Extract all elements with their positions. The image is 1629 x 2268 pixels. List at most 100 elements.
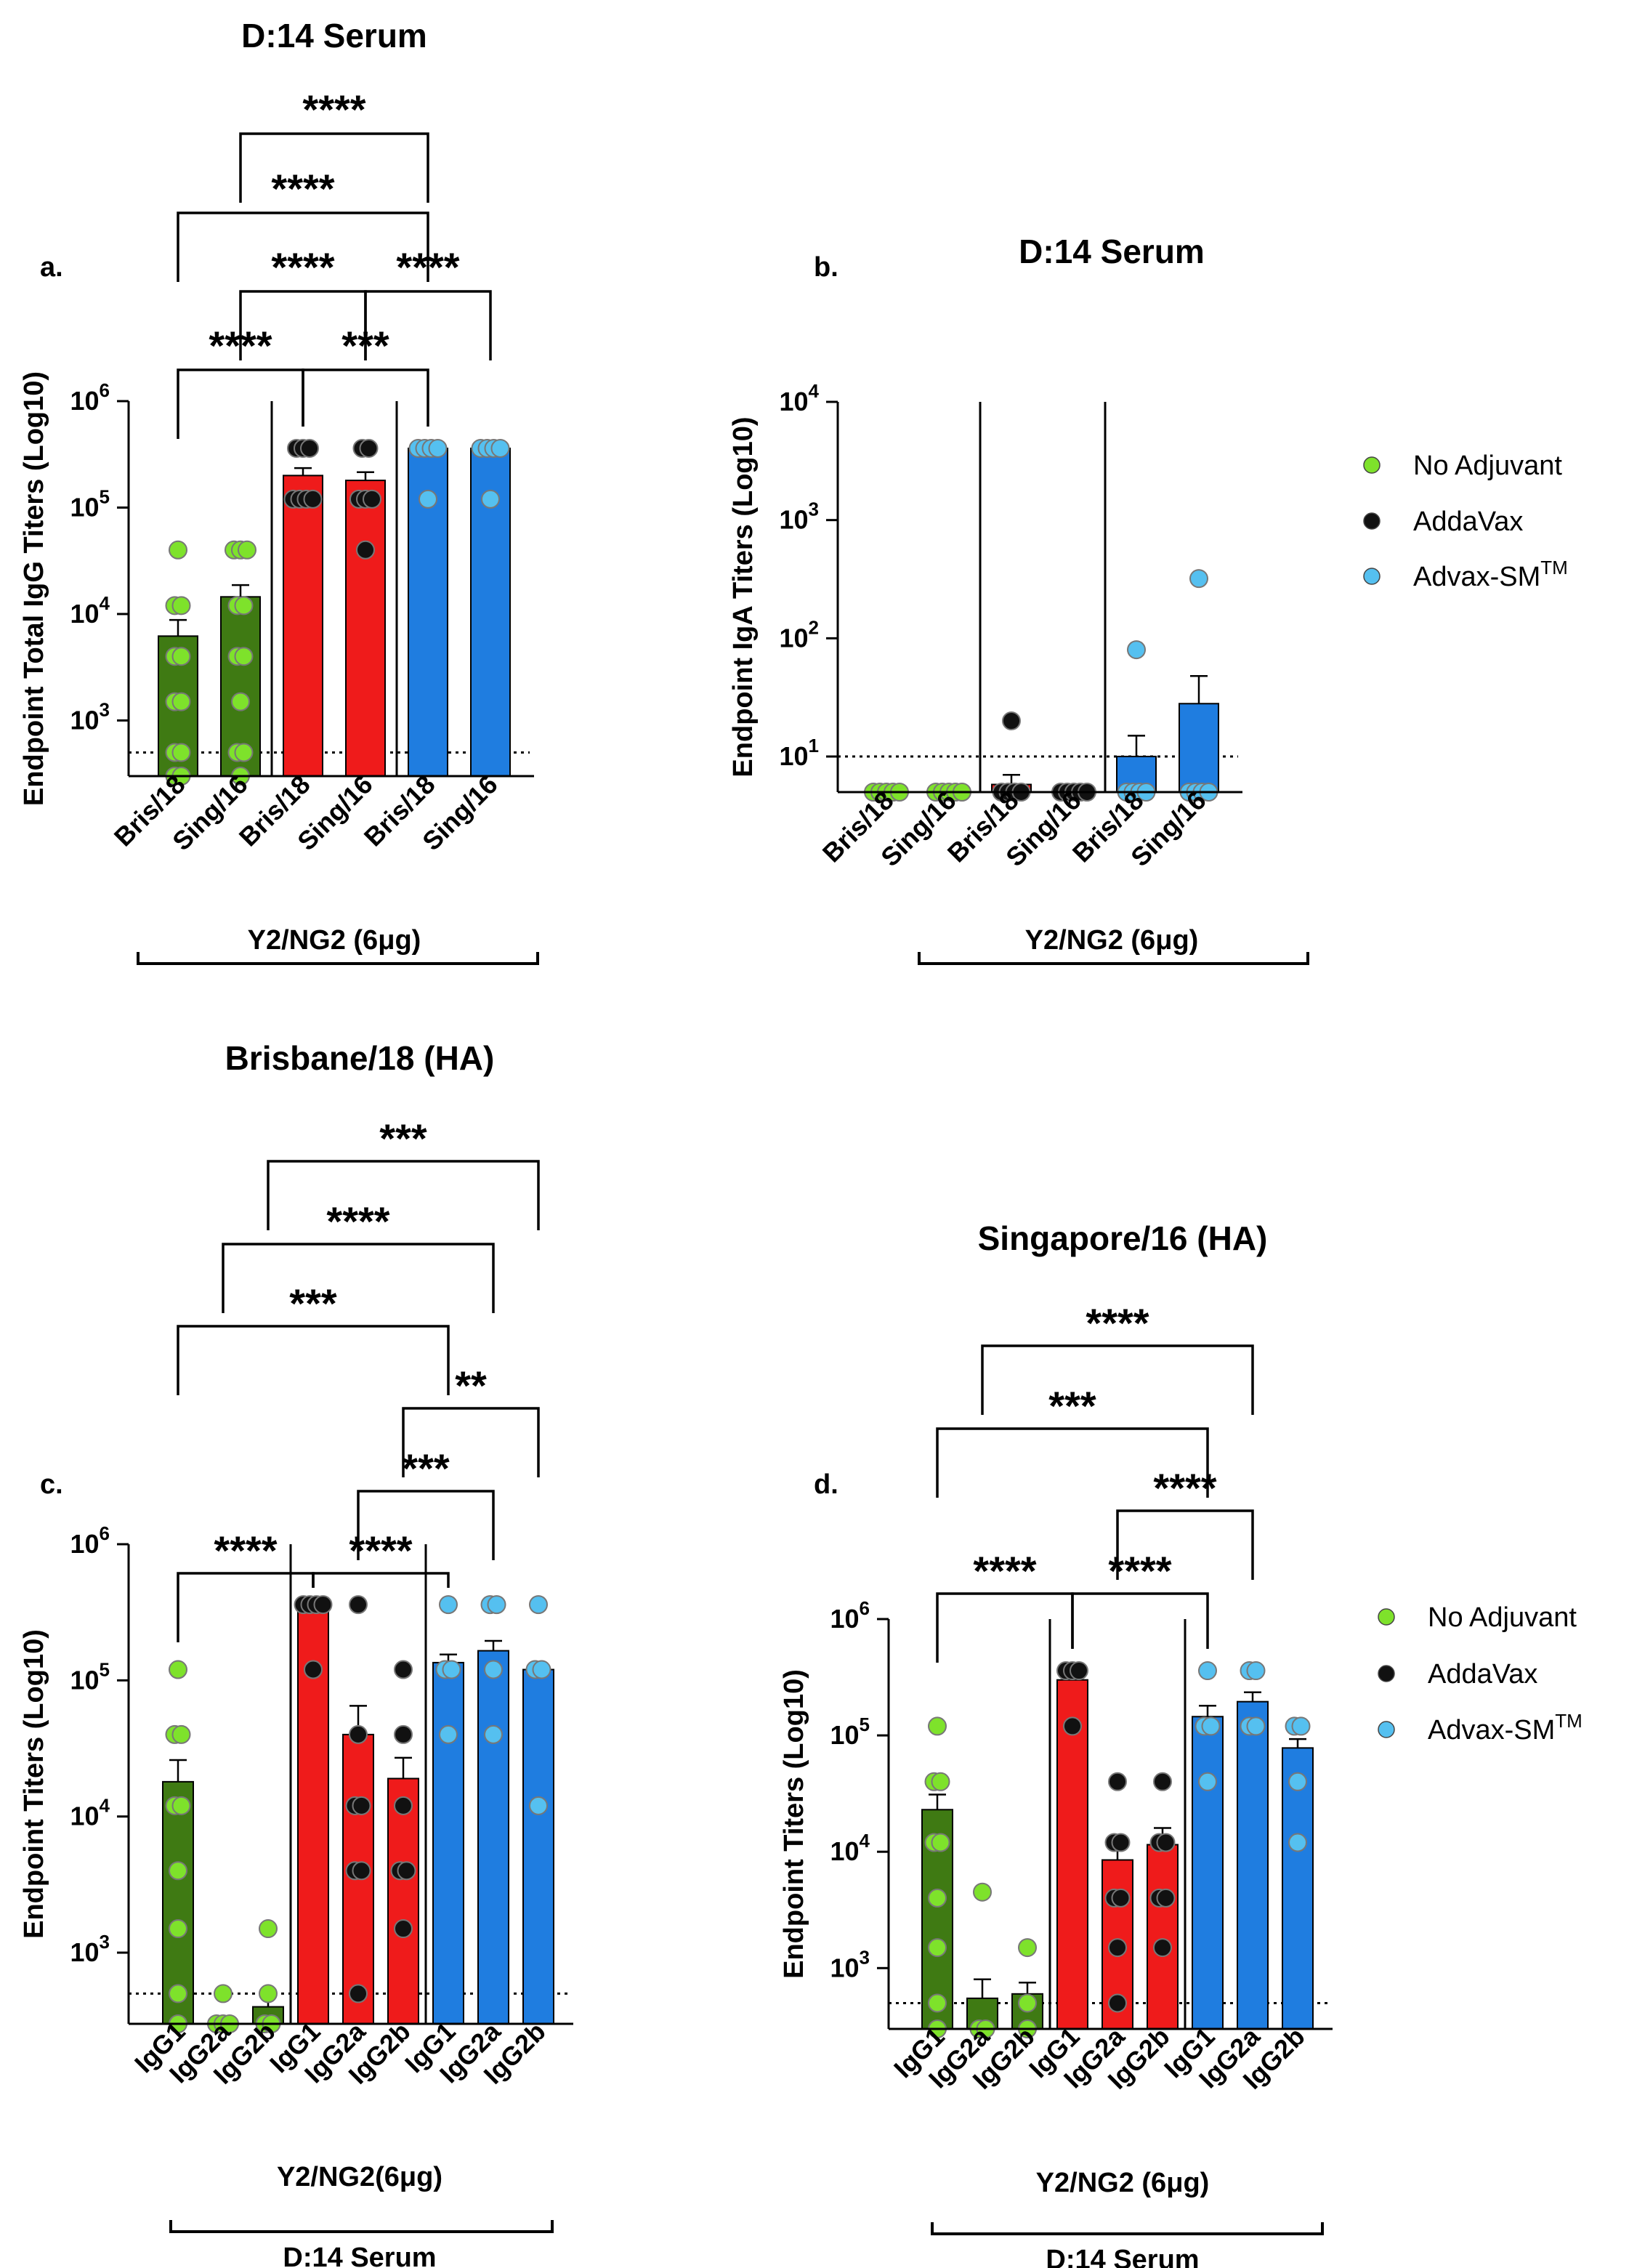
data-point [928, 1993, 947, 2013]
bar [477, 1650, 509, 2025]
data-point [1070, 1661, 1088, 1681]
y-tick-base: 10 [70, 1801, 99, 1831]
data-point [171, 1796, 191, 1815]
data-point [1108, 1938, 1127, 1958]
y-axis-label: Endpoint Titers (Log10) [779, 1669, 809, 1979]
data-point [394, 1660, 413, 1679]
group-label-secondary: D:14 Serum [1046, 2245, 1199, 2268]
y-tick-exponent: 3 [100, 1931, 110, 1953]
legend-label-addavax: AddaVax [1428, 1659, 1537, 1690]
y-tick-label: 104 [830, 1830, 870, 1866]
y-tick-exponent: 4 [809, 380, 820, 402]
data-point [1246, 1661, 1266, 1681]
bar [1282, 1747, 1314, 2030]
significance-label: ** [455, 1363, 487, 1408]
y-tick-exponent: 3 [860, 1946, 870, 1968]
legend-bottom: No Adjuvant AddaVax Advax-SMTM [1378, 1602, 1582, 1746]
bar-group [294, 1595, 333, 2025]
y-tick-label: 106 [830, 1597, 870, 1634]
significance-bracket [177, 1325, 450, 1395]
y-tick-exponent: 4 [860, 1830, 870, 1852]
y-tick-base: 10 [779, 741, 808, 771]
y-tick-label: 101 [779, 735, 819, 771]
significance-bracket [981, 1344, 1254, 1415]
bar [432, 1661, 464, 2025]
data-point [349, 1984, 368, 2003]
data-point [171, 647, 191, 666]
significance-bracket [302, 368, 429, 427]
data-point [1153, 1938, 1172, 1958]
y-axis-label: Endpoint Total IgG Titers (Log10) [19, 371, 49, 806]
bar [1192, 1716, 1224, 2030]
data-point [931, 1772, 950, 1791]
y-tick-base: 10 [70, 1937, 99, 1967]
significance-label: **** [1108, 1548, 1171, 1594]
bar-group [470, 438, 511, 778]
significance-bracket [177, 211, 429, 282]
data-point [1111, 1833, 1131, 1852]
data-point [532, 1660, 551, 1679]
legend-marker-advax [1363, 568, 1381, 585]
panel-4: Singapore/16 (HA) d. Endpoint Titers (Log1… [779, 1219, 1333, 2268]
panel-label: d. [814, 1469, 838, 1500]
group-bracket [137, 952, 539, 965]
legend-label-advax: Advax-SMTM [1413, 557, 1568, 592]
data-point [234, 743, 254, 762]
data-point [928, 1888, 947, 1908]
data-point [490, 438, 510, 458]
bar-group [432, 1595, 464, 2025]
bar-group [162, 1660, 194, 2033]
legend-top: No Adjuvant AddaVax Advax-SMTM [1363, 451, 1568, 592]
data-point [439, 1724, 458, 1744]
data-point [481, 489, 500, 509]
legend-label-no-adjuvant: No Adjuvant [1428, 1602, 1577, 1633]
group-bracket [169, 2220, 554, 2233]
group-label: Y2/NG2 (6μg) [1036, 2168, 1210, 2198]
data-point [1002, 711, 1021, 731]
y-tick-label: 103 [830, 1946, 870, 1982]
y-tick-base: 10 [70, 492, 99, 522]
significance-label: **** [396, 244, 459, 290]
data-point [439, 1595, 458, 1615]
significance-label: **** [1153, 1465, 1216, 1511]
data-point [349, 1595, 368, 1615]
data-point [442, 1660, 461, 1679]
group-bracket [918, 952, 1309, 965]
data-point [394, 1919, 413, 1939]
bar [283, 475, 323, 777]
bar-group [1237, 1661, 1269, 2030]
bar-group [1116, 640, 1157, 802]
y-tick-exponent: 5 [100, 485, 110, 507]
y-tick-label: 106 [70, 379, 110, 416]
y-tick-base: 10 [830, 1720, 859, 1750]
data-point [1189, 569, 1208, 589]
bar-group [966, 1882, 998, 2038]
panel-label: a. [40, 252, 63, 283]
legend-marker-addavax [1363, 512, 1381, 530]
bar-group [252, 1919, 284, 2033]
y-tick-base: 10 [830, 1836, 859, 1866]
y-tick-label: 106 [70, 1522, 110, 1559]
data-point [359, 438, 379, 458]
data-point [1111, 1888, 1131, 1908]
data-point [973, 1882, 992, 1902]
significance-bracket [936, 1592, 1074, 1663]
y-tick-base: 10 [70, 705, 99, 735]
data-point [1018, 1938, 1037, 1958]
data-point [171, 692, 191, 711]
y-tick-base: 10 [830, 1604, 859, 1634]
bar-group [477, 1595, 509, 2025]
significance-bracket [177, 1572, 315, 1642]
bar [387, 1777, 419, 2025]
data-point [1156, 1888, 1176, 1908]
data-point [931, 1833, 950, 1852]
data-point [1108, 1993, 1127, 2013]
bar [1147, 1844, 1179, 2030]
significance-bracket [1071, 1592, 1209, 1650]
bar-group [1056, 1661, 1088, 2030]
significance-label: **** [271, 244, 334, 290]
data-point [1198, 1772, 1217, 1791]
data-point [1156, 1833, 1176, 1852]
data-point [313, 1595, 333, 1615]
